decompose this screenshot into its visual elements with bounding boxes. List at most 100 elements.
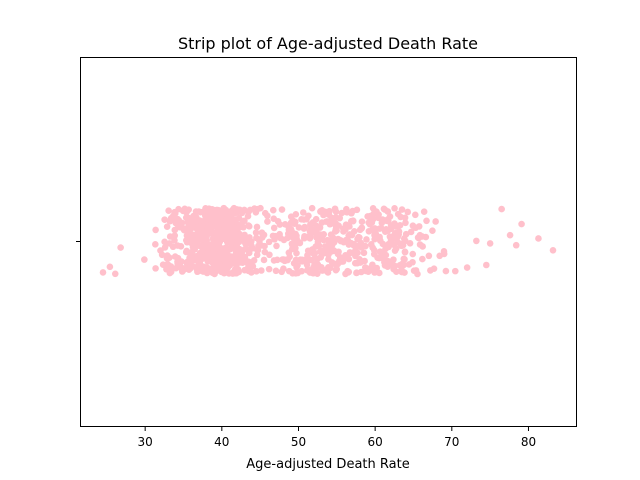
x-tick-label-0: 30 [138, 435, 153, 449]
data-point [394, 238, 401, 246]
data-point [265, 238, 273, 246]
data-point [235, 268, 242, 276]
data-point [375, 254, 383, 262]
data-point [308, 204, 316, 212]
data-point [306, 235, 314, 242]
data-point [314, 261, 322, 268]
chart-title: Strip plot of Age-adjusted Death Rate [178, 34, 478, 53]
data-point [253, 268, 260, 275]
data-point [273, 242, 280, 250]
data-point [290, 219, 298, 226]
data-point [298, 216, 305, 223]
data-point [362, 267, 370, 275]
data-point [330, 246, 337, 254]
data-point [226, 262, 233, 269]
data-point [239, 259, 246, 266]
data-point [253, 223, 261, 231]
x-tick-label-3: 60 [368, 435, 383, 449]
data-point [293, 249, 300, 257]
data-point [214, 222, 222, 230]
data-point [157, 247, 164, 254]
data-point [360, 249, 368, 257]
data-point [323, 218, 331, 225]
data-point [183, 238, 191, 246]
data-point [432, 218, 439, 225]
data-point [316, 224, 324, 231]
data-point [117, 244, 124, 251]
data-point [169, 243, 177, 251]
data-point [371, 208, 379, 215]
data-point [111, 270, 119, 278]
data-point [281, 221, 289, 228]
data-point [209, 244, 216, 251]
data-point [289, 233, 296, 241]
data-point [436, 252, 443, 260]
data-point [463, 264, 471, 271]
data-point [210, 218, 217, 225]
data-point [415, 223, 423, 230]
data-point [376, 237, 384, 244]
data-point [198, 247, 206, 255]
data-point [409, 250, 417, 258]
data-point [353, 269, 360, 277]
data-point [251, 205, 258, 212]
data-point [349, 217, 357, 224]
data-point [331, 205, 339, 213]
data-point [238, 248, 246, 256]
data-point [301, 223, 309, 231]
data-point [161, 216, 168, 223]
data-point [238, 209, 246, 217]
data-point [429, 227, 436, 235]
data-point [241, 217, 248, 225]
data-point [307, 221, 314, 228]
data-point [401, 214, 409, 222]
data-point [390, 256, 397, 263]
data-point [222, 206, 230, 214]
data-point [314, 238, 322, 246]
data-point [303, 261, 311, 269]
data-point [368, 219, 376, 226]
data-point [350, 242, 358, 249]
x-tick-label-2: 50 [291, 435, 306, 449]
data-point [391, 262, 399, 270]
data-point [199, 235, 207, 243]
data-point [269, 206, 277, 214]
data-point [292, 211, 300, 218]
data-point [335, 248, 342, 256]
data-point [171, 237, 178, 244]
data-point [299, 209, 307, 216]
data-point [354, 235, 361, 243]
data-point [257, 242, 265, 249]
data-point [409, 258, 416, 266]
data-point [362, 242, 369, 250]
data-point [332, 266, 340, 274]
data-point [171, 232, 179, 239]
data-point [321, 243, 329, 250]
data-point [249, 244, 256, 252]
data-point [295, 224, 303, 231]
data-point [320, 236, 327, 244]
data-point [427, 267, 434, 274]
data-point [278, 268, 285, 276]
data-point [152, 241, 159, 248]
data-point [394, 222, 402, 230]
data-point [358, 218, 366, 225]
data-point [416, 241, 424, 248]
data-point [425, 252, 433, 260]
data-point [232, 250, 240, 258]
data-point [377, 224, 385, 232]
data-point [253, 251, 261, 259]
data-point [196, 258, 204, 266]
data-point [184, 258, 191, 266]
data-point [419, 255, 426, 263]
data-point [166, 217, 174, 225]
data-point [246, 234, 253, 241]
data-point [266, 251, 273, 259]
data-point [278, 206, 286, 213]
data-point [265, 265, 273, 273]
points-group [99, 204, 557, 278]
data-point [327, 264, 334, 272]
data-point [206, 222, 213, 229]
data-point [422, 233, 430, 241]
